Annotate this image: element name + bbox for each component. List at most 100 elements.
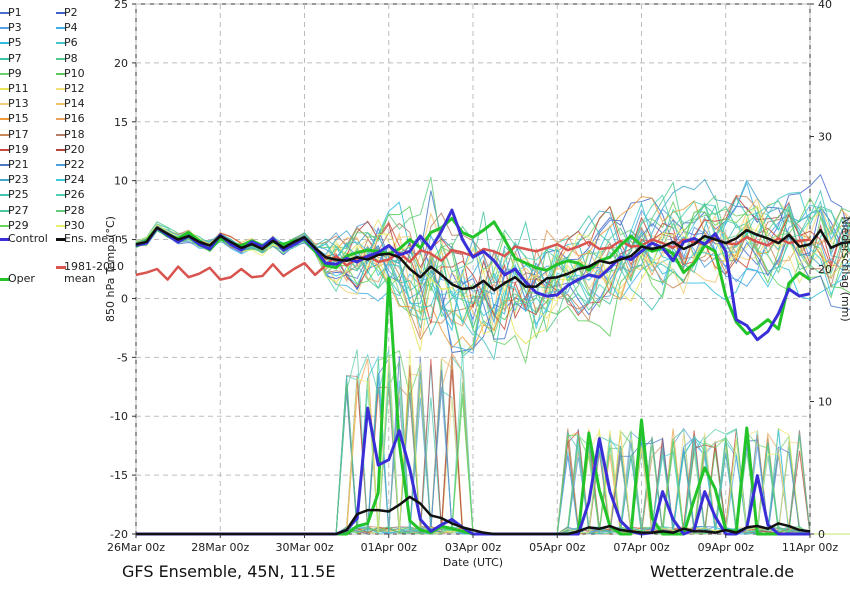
- ytick-label: -5: [117, 351, 128, 364]
- legend-label: P28: [64, 203, 85, 217]
- legend-label: Ens. mean: [64, 232, 122, 245]
- legend-swatch: [56, 179, 66, 182]
- legend-swatch: [0, 209, 10, 212]
- footer-model-label: GFS Ensemble, 45N, 11.5E: [122, 562, 336, 581]
- ytick-label: 20: [114, 57, 128, 70]
- y2tick-label: 0: [818, 528, 825, 541]
- legend-label: P5: [8, 36, 22, 50]
- legend-label: P13: [8, 97, 29, 111]
- legend-label: P25: [8, 188, 29, 202]
- legend-swatch: [56, 57, 66, 60]
- legend-label: P16: [64, 112, 85, 126]
- legend-swatch: [0, 57, 10, 60]
- legend-label: P6: [64, 36, 78, 50]
- ens-mean-precip-line: [136, 495, 811, 536]
- ytick-label: 10: [114, 175, 128, 188]
- x-axis-label: Date (UTC): [443, 556, 503, 569]
- legend-swatch: [0, 278, 10, 281]
- legend-swatch: [56, 42, 66, 45]
- ytick-label: 15: [114, 116, 128, 129]
- legend-label: P17: [8, 127, 29, 141]
- legend-label: P15: [8, 112, 29, 126]
- legend-label: P4: [64, 21, 78, 35]
- legend-swatch: [56, 194, 66, 197]
- legend-label: 1981-2010: [64, 260, 124, 273]
- legend-swatch: [0, 72, 10, 75]
- xtick-label: 05Apr 00z: [529, 541, 586, 554]
- legend-swatch: [0, 133, 10, 136]
- xtick-label: 03Apr 00z: [445, 541, 502, 554]
- legend-swatch: [0, 179, 10, 182]
- legend-label: P9: [8, 66, 22, 80]
- y-axis-label: 850 hPa Temp. (°C): [104, 216, 117, 322]
- y2tick-label: 40: [818, 0, 832, 11]
- legend-label: P23: [8, 173, 29, 187]
- legend-swatch: [56, 238, 66, 241]
- legend-swatch: [56, 72, 66, 75]
- legend-swatch: [56, 103, 66, 106]
- legend-swatch: [0, 194, 10, 197]
- y2tick-label: 10: [818, 396, 832, 409]
- legend-swatch: [56, 209, 66, 212]
- y2tick-label: 20: [818, 263, 832, 276]
- legend-swatch: [56, 133, 66, 136]
- y2tick-label: 30: [818, 131, 832, 144]
- ytick-label: -15: [110, 469, 128, 482]
- y2-axis-label: Niederschlag (mm): [839, 216, 850, 321]
- legend-swatch: [0, 148, 10, 151]
- legend-swatch: [0, 118, 10, 121]
- legend-swatch: [0, 164, 10, 166]
- legend-swatch: [0, 12, 10, 14]
- ytick-label: -20: [110, 528, 128, 541]
- legend-label: P11: [8, 82, 29, 95]
- legend-label: P19: [8, 142, 29, 156]
- xtick-label: 01Apr 00z: [361, 541, 418, 554]
- ytick-label: 0: [121, 292, 128, 305]
- legend-label: P22: [64, 158, 85, 171]
- legend-swatch: [56, 27, 66, 30]
- legend-label: P2: [64, 6, 78, 19]
- footer-site-label: Wetterzentrale.de: [650, 562, 795, 581]
- xtick-label: 11Apr 00z: [782, 541, 839, 554]
- legend-label: P30: [64, 218, 85, 232]
- legend-label: P10: [64, 66, 85, 80]
- legend-swatch: [56, 12, 66, 14]
- legend-swatch: [56, 148, 66, 151]
- legend-swatch: [56, 88, 66, 90]
- chart-axes: -20 -15 -10 -5 0 5 10 15 20 25 26Mar 00z 28Mar 00z 3…: [104, 0, 850, 569]
- legend-label: P24: [64, 173, 85, 187]
- legend-label: P21: [8, 158, 29, 171]
- xtick-label: 09Apr 00z: [698, 541, 755, 554]
- legend-label: P26: [64, 188, 85, 202]
- legend-swatch: [0, 103, 10, 106]
- ens-mean-temp-line: [135, 226, 850, 292]
- legend-swatch: [0, 238, 10, 241]
- legend-swatch: [0, 224, 10, 227]
- legend: P1 P2 P3 P4 P5 P6 P7 P8 P9 P10 P11 P12 P13 P14 P15 P16 P…: [0, 0, 130, 300]
- legend-label: P18: [64, 127, 85, 141]
- legend-swatch: [0, 27, 10, 30]
- legend-swatch: [56, 224, 66, 227]
- legend-swatch: [56, 164, 66, 166]
- legend-label: P20: [64, 142, 85, 156]
- xtick-label: 07Apr 00z: [613, 541, 670, 554]
- legend-label: Control: [8, 232, 48, 245]
- legend-label: P12: [64, 82, 85, 95]
- legend-swatch: [0, 88, 10, 90]
- oper-temp-line: [135, 216, 811, 336]
- legend-label: P7: [8, 51, 22, 65]
- legend-label: P3: [8, 21, 22, 35]
- chart-grid: [135, 3, 811, 535]
- ytick-label: -10: [110, 410, 128, 423]
- legend-swatch: [56, 118, 66, 121]
- legend-label: Oper: [8, 272, 35, 285]
- legend-label: P27: [8, 203, 29, 217]
- xtick-label: 28Mar 00z: [191, 541, 249, 554]
- member-temp-line: [135, 189, 850, 361]
- legend-label: mean: [64, 272, 96, 285]
- xtick-label: 26Mar 00z: [107, 541, 165, 554]
- legend-label: P29: [8, 218, 29, 232]
- legend-label: P8: [64, 51, 78, 65]
- legend-label: P14: [64, 97, 85, 111]
